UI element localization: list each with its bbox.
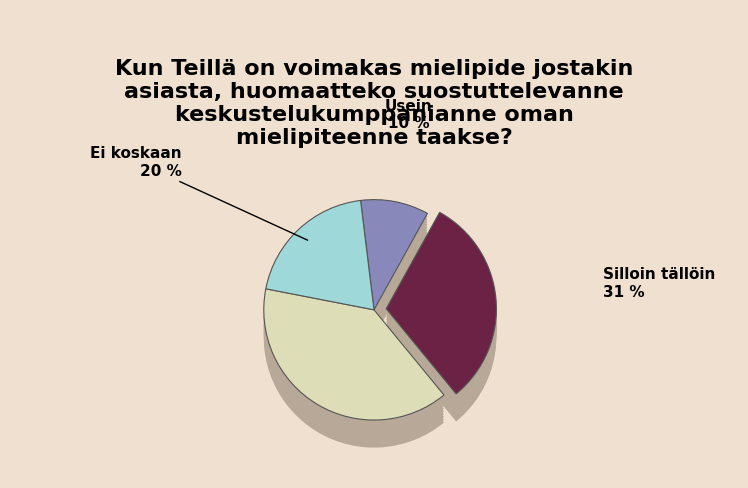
Wedge shape xyxy=(386,226,497,408)
Text: Silloin tällöin
31 %: Silloin tällöin 31 % xyxy=(603,267,715,299)
Wedge shape xyxy=(266,223,374,332)
Wedge shape xyxy=(361,203,427,313)
Wedge shape xyxy=(361,228,427,338)
Wedge shape xyxy=(361,200,427,310)
Wedge shape xyxy=(264,298,444,428)
Wedge shape xyxy=(386,221,497,402)
Wedge shape xyxy=(266,220,374,329)
Wedge shape xyxy=(361,211,427,321)
Wedge shape xyxy=(266,215,374,324)
Wedge shape xyxy=(264,300,444,431)
Wedge shape xyxy=(266,209,374,319)
Wedge shape xyxy=(264,305,444,437)
Wedge shape xyxy=(264,317,444,447)
Wedge shape xyxy=(266,228,374,338)
Wedge shape xyxy=(266,206,374,316)
Wedge shape xyxy=(386,219,497,400)
Wedge shape xyxy=(264,314,444,445)
Wedge shape xyxy=(361,214,427,324)
Wedge shape xyxy=(264,292,444,423)
Wedge shape xyxy=(386,235,497,416)
Wedge shape xyxy=(386,229,497,410)
Wedge shape xyxy=(386,213,497,394)
Wedge shape xyxy=(264,308,444,439)
Text: Ei koskaan
20 %: Ei koskaan 20 % xyxy=(90,146,307,241)
Wedge shape xyxy=(264,295,444,426)
Wedge shape xyxy=(386,238,497,419)
Wedge shape xyxy=(264,289,444,420)
Wedge shape xyxy=(266,201,374,310)
Wedge shape xyxy=(361,206,427,316)
Wedge shape xyxy=(361,208,427,319)
Wedge shape xyxy=(266,226,374,335)
Wedge shape xyxy=(264,303,444,434)
Text: Kun Teillä on voimakas mielipide jostakin
asiasta, huomaatteko suostuttelevanne
: Kun Teillä on voimakas mielipide jostaki… xyxy=(114,59,634,148)
Text: Usein
10 %: Usein 10 % xyxy=(384,99,432,131)
Wedge shape xyxy=(386,241,497,422)
Wedge shape xyxy=(361,217,427,326)
Wedge shape xyxy=(361,220,427,329)
Wedge shape xyxy=(264,311,444,442)
Wedge shape xyxy=(386,232,497,413)
Wedge shape xyxy=(266,212,374,321)
Wedge shape xyxy=(386,216,497,397)
Wedge shape xyxy=(386,224,497,405)
Wedge shape xyxy=(266,204,374,313)
Wedge shape xyxy=(361,222,427,332)
Wedge shape xyxy=(361,225,427,335)
Wedge shape xyxy=(266,218,374,326)
